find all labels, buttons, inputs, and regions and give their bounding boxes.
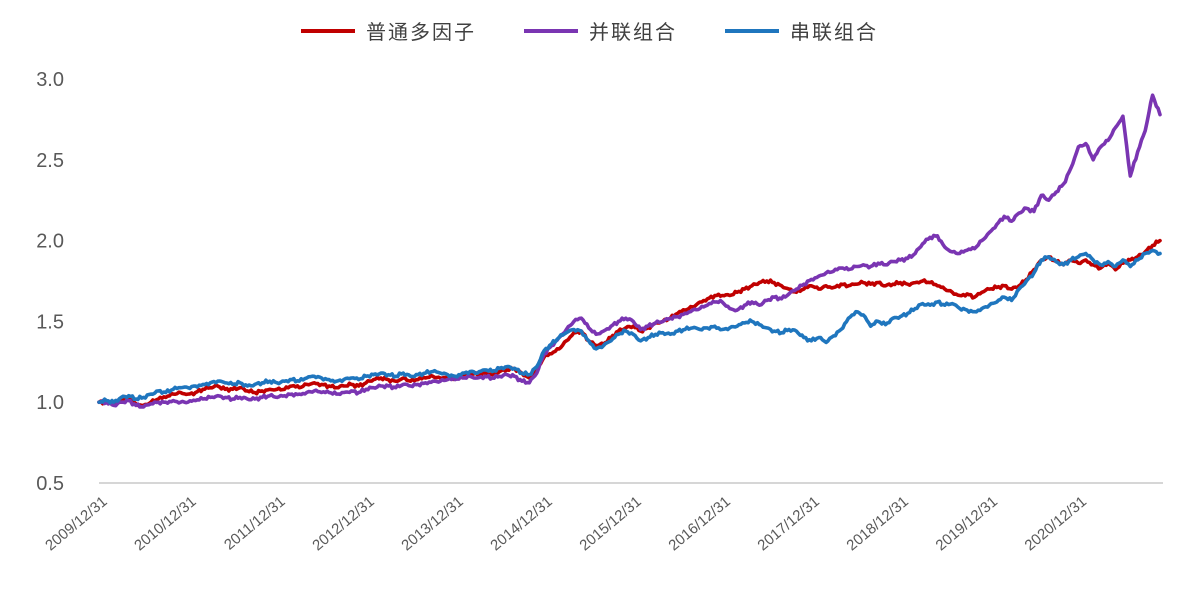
y-tick-label: 0.5 [36, 473, 64, 495]
legend-item-3: 串联组合 [725, 16, 878, 45]
y-tick-label: 1.0 [36, 392, 64, 414]
x-tick-label: 2013/12/31 [398, 493, 466, 554]
y-tick-label: 3.0 [36, 69, 64, 91]
x-tick-label: 2019/12/31 [932, 493, 1000, 554]
legend-label: 普通多因子 [366, 22, 476, 44]
legend-item-1: 普通多因子 [301, 16, 476, 45]
x-tick-label: 2020/12/31 [1022, 493, 1090, 554]
series-line-1 [97, 238, 1162, 408]
x-tick-label: 2017/12/31 [754, 493, 822, 554]
y-tick-label: 1.5 [36, 311, 64, 333]
x-tick-label: 2012/12/31 [309, 493, 377, 554]
legend-swatch-icon [524, 28, 578, 33]
series-line-2 [97, 93, 1162, 409]
legend-label: 并联组合 [589, 22, 677, 44]
x-tick-label: 2015/12/31 [576, 493, 644, 554]
x-tick-label: 2011/12/31 [221, 493, 289, 554]
chart-legend: 普通多因子 并联组合 串联组合 [0, 16, 1179, 45]
legend-label: 串联组合 [790, 22, 878, 44]
series-line-3 [97, 248, 1162, 405]
x-tick-label: 2010/12/31 [131, 493, 199, 554]
x-tick-label: 2014/12/31 [487, 493, 555, 554]
x-tick-label: 2016/12/31 [665, 493, 733, 554]
legend-swatch-icon [301, 28, 355, 33]
y-tick-label: 2.0 [36, 231, 64, 253]
x-tick-label: 2009/12/31 [42, 493, 110, 554]
y-tick-label: 2.5 [36, 150, 64, 172]
legend-item-2: 并联组合 [524, 16, 677, 45]
legend-swatch-icon [725, 28, 779, 33]
x-tick-label: 2018/12/31 [843, 493, 911, 554]
